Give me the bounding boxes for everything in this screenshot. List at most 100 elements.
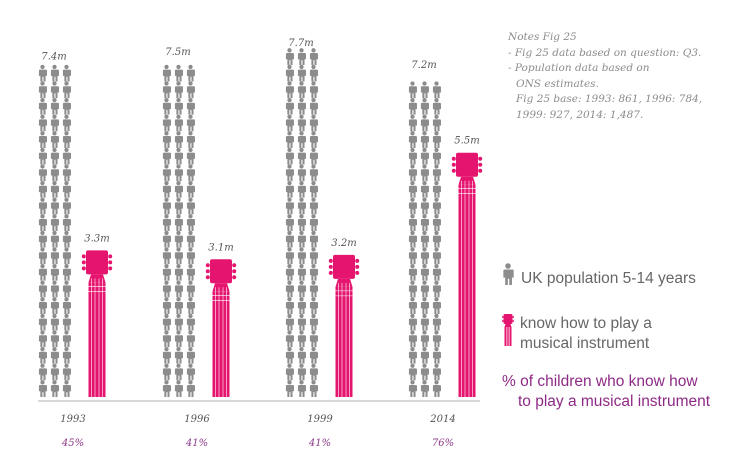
person-icon: [297, 380, 306, 397]
person-icon: [162, 180, 171, 198]
person-icon: [420, 97, 429, 115]
person-icon: [50, 64, 59, 82]
person-icon: [420, 114, 429, 132]
person-icon: [309, 280, 318, 298]
person-icon: [62, 81, 71, 99]
person-icon: [50, 330, 59, 348]
person-icon: [186, 180, 195, 198]
person-icon: [408, 263, 417, 281]
person-icon: [50, 247, 59, 265]
percent-label: 41%: [308, 438, 331, 449]
person-icon: [297, 330, 306, 348]
person-icon: [186, 97, 195, 115]
person-icon: [50, 363, 59, 381]
instrument-bar: [205, 259, 237, 397]
person-icon: [285, 363, 294, 381]
person-icon: [309, 81, 318, 99]
person-icon: [285, 131, 294, 148]
person-icon: [162, 131, 171, 148]
legend-item-instrument: know how to play a musical instrument: [502, 314, 652, 354]
person-icon: [162, 313, 171, 331]
legend-label-instrument-line: musical instrument: [520, 335, 650, 352]
person-icon: [38, 114, 47, 132]
person-icon: [50, 313, 59, 331]
person-icon: [420, 280, 429, 298]
notes-line: Fig 25 base: 1993: 861, 1996: 784,: [516, 93, 703, 105]
person-icon: [408, 131, 417, 148]
person-icon: [162, 230, 171, 248]
person-icon: [50, 380, 59, 397]
person-icon: [420, 131, 429, 148]
person-icon: [186, 380, 195, 397]
legend-item-population: UK population 5-14 years: [502, 265, 696, 289]
person-icon: [162, 380, 171, 397]
person-icon: [62, 214, 71, 231]
percent-label: 45%: [61, 438, 84, 449]
person-icon: [285, 48, 294, 65]
population-value-label: 7.4m: [41, 51, 66, 62]
person-icon: [432, 247, 441, 265]
person-icon: [174, 64, 183, 82]
population-value-label: 7.2m: [411, 60, 436, 71]
person-icon: [50, 214, 59, 231]
person-icon: [186, 247, 195, 265]
person-icon: [408, 147, 417, 165]
person-icon: [309, 313, 318, 331]
person-icon: [174, 280, 183, 298]
person-icon: [38, 64, 47, 82]
person-icon: [186, 197, 195, 215]
person-icon: [174, 164, 183, 182]
person-icon: [297, 180, 306, 198]
person-icon: [297, 64, 306, 82]
person-icon: [174, 380, 183, 397]
person-icon: [408, 297, 417, 314]
person-icon: [408, 114, 417, 132]
person-icon: [408, 247, 417, 265]
person-icon: [38, 380, 47, 397]
instrument-value-label: 5.5m: [454, 136, 479, 147]
person-icon: [162, 263, 171, 281]
person-icon: [309, 363, 318, 381]
person-icon: [432, 263, 441, 281]
person-icon: [420, 297, 429, 314]
person-icon: [432, 114, 441, 132]
person-icon: [309, 230, 318, 248]
person-icon: [174, 346, 183, 364]
person-icon: [408, 330, 417, 348]
person-icon: [309, 180, 318, 198]
person-icon: [38, 197, 47, 215]
notes-line: ONS estimates.: [516, 77, 599, 90]
population-bar: [408, 81, 441, 397]
person-icon: [309, 380, 318, 397]
person-icon: [297, 247, 306, 265]
person-icon: [420, 313, 429, 331]
person-icon: [297, 114, 306, 132]
person-icon: [297, 297, 306, 314]
person-icon: [309, 147, 318, 165]
person-icon: [432, 297, 441, 314]
person-icon: [408, 214, 417, 231]
person-icon: [420, 380, 429, 397]
person-icon: [309, 197, 318, 215]
person-icon: [162, 114, 171, 132]
notes-line: 1999: 927, 2014: 1,487.: [516, 108, 644, 121]
person-icon: [186, 164, 195, 182]
person-icon: [38, 131, 47, 148]
person-icon: [62, 247, 71, 265]
person-icon: [162, 64, 171, 82]
person-icon: [285, 180, 294, 198]
person-icon: [297, 230, 306, 248]
person-icon: [297, 197, 306, 215]
person-icon: [432, 81, 441, 99]
person-icon: [285, 64, 294, 82]
person-icon: [174, 180, 183, 198]
person-icon: [309, 247, 318, 265]
person-icon: [309, 214, 318, 231]
person-icon: [38, 214, 47, 231]
person-icon: [38, 147, 47, 165]
person-icon: [62, 330, 71, 348]
person-icon: [309, 48, 318, 65]
year-tick-label: 1999: [307, 414, 333, 425]
year-tick-label: 2014: [429, 414, 455, 425]
